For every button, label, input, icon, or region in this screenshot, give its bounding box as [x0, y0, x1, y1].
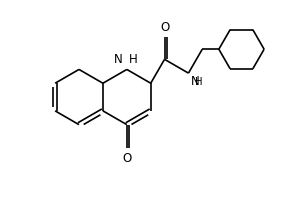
Text: H: H	[195, 77, 202, 87]
Text: N: N	[114, 53, 123, 66]
Text: H: H	[129, 53, 137, 66]
Text: O: O	[160, 21, 169, 34]
Text: O: O	[122, 152, 131, 165]
Text: N: N	[190, 75, 199, 88]
